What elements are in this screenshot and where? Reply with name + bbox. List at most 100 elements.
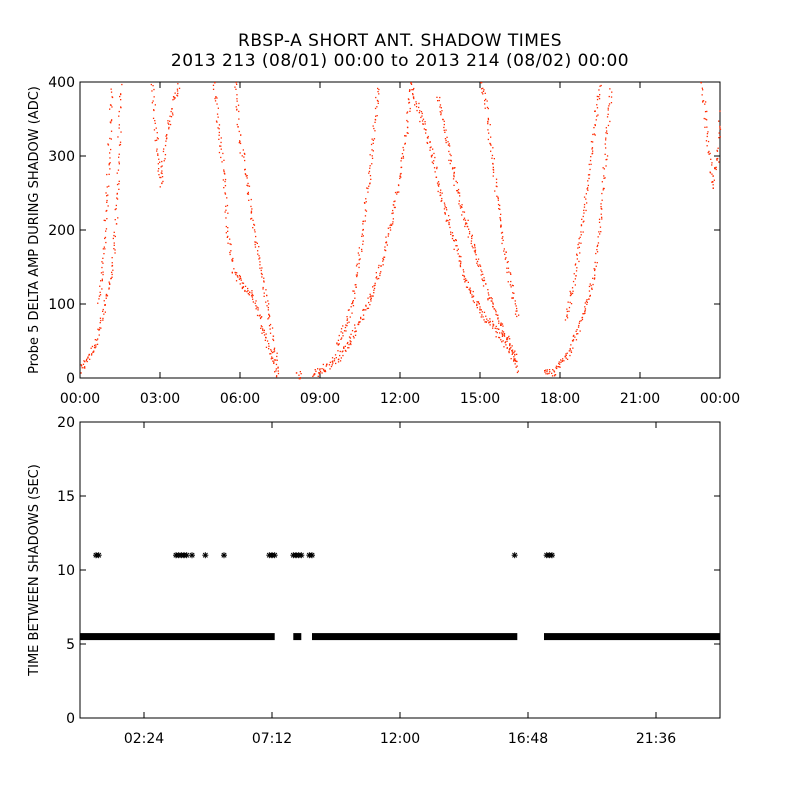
data-point: [468, 228, 470, 230]
data-point: [718, 137, 720, 139]
data-point: [483, 280, 485, 282]
top-series-5: [295, 371, 302, 380]
data-point: [405, 135, 407, 137]
data-point: [267, 306, 269, 309]
data-point: [512, 352, 514, 354]
data-point: [400, 160, 402, 162]
data-point: [409, 110, 411, 112]
data-point: [485, 98, 487, 100]
data-point: [487, 298, 489, 300]
data-point: [487, 138, 489, 141]
data-point: [439, 191, 441, 194]
data-point: [265, 289, 267, 291]
data-point: [602, 167, 604, 169]
data-point: [446, 136, 448, 138]
data-point: [174, 97, 176, 99]
data-point: [219, 145, 221, 147]
data-point: [376, 99, 379, 102]
data-point: [259, 257, 261, 259]
data-point: [361, 248, 363, 251]
data-point: [229, 243, 231, 245]
data-point: [369, 175, 372, 177]
data-point: [497, 203, 500, 206]
data-point: [113, 234, 115, 237]
data-point: [340, 331, 342, 333]
data-point: [271, 356, 273, 358]
data-point: [513, 359, 515, 362]
data-point: [402, 155, 404, 158]
data-point: [333, 358, 336, 360]
data-point: [711, 181, 713, 183]
data-point: [708, 153, 710, 155]
data-point: [108, 282, 111, 285]
data-point: [568, 310, 570, 312]
data-point: [98, 329, 101, 331]
data-point: [459, 260, 461, 262]
data-point: [495, 331, 497, 333]
data-point: [337, 339, 340, 341]
top-series-13: [700, 82, 722, 189]
data-point: [100, 272, 103, 274]
data-point: [464, 219, 467, 221]
data-point: [583, 196, 586, 198]
data-point: [217, 116, 219, 118]
data-point: [377, 87, 379, 90]
data-point: [596, 98, 599, 101]
data-point: [492, 162, 494, 165]
data-point: [585, 198, 587, 200]
data-point: [224, 193, 227, 195]
data-point: [576, 258, 578, 260]
data-point: [605, 137, 607, 139]
x-tick-label: 00:00: [60, 391, 100, 407]
data-point: [364, 202, 366, 204]
data-point: [594, 110, 596, 112]
data-point: [118, 188, 120, 190]
data-point: [216, 97, 218, 99]
data-point: [507, 337, 509, 339]
data-point: [164, 144, 167, 147]
data-point: [220, 137, 222, 139]
data-point: [588, 163, 590, 166]
data-point: [151, 90, 153, 92]
data-point: [314, 373, 316, 375]
data-point: [392, 212, 394, 214]
data-point: [421, 115, 423, 117]
data-point: [91, 345, 94, 348]
data-point: [261, 332, 263, 334]
data-point: [84, 361, 86, 363]
data-point: [354, 327, 356, 329]
data-point: [595, 119, 597, 121]
data-point: [105, 230, 107, 232]
data-point: [572, 347, 574, 349]
data-point: [118, 161, 120, 163]
data-point: [112, 237, 114, 240]
data-point: [432, 148, 434, 150]
data-point: [105, 210, 107, 212]
data-point: [514, 363, 516, 365]
data-point: [590, 284, 592, 287]
data-point: [105, 297, 107, 299]
data-point: [99, 327, 101, 329]
data-point: [341, 337, 343, 339]
data-point: [275, 368, 277, 370]
data-point: [500, 323, 502, 325]
data-point: [353, 290, 355, 292]
data-point: [591, 147, 594, 149]
data-point: [340, 338, 342, 340]
data-point: [448, 215, 450, 217]
data-point: [370, 143, 373, 146]
data-point: [574, 264, 576, 266]
data-point: [511, 345, 513, 347]
data-point: [362, 314, 365, 316]
top-series-0: [80, 83, 123, 374]
data-point: [217, 127, 219, 129]
data-point: [463, 278, 465, 280]
data-point: [275, 359, 277, 361]
data-point: [498, 328, 500, 330]
data-point: [575, 270, 578, 272]
data-point: [271, 327, 274, 329]
data-point: [332, 362, 334, 364]
data-point: [452, 167, 454, 169]
data-point: [273, 362, 275, 364]
